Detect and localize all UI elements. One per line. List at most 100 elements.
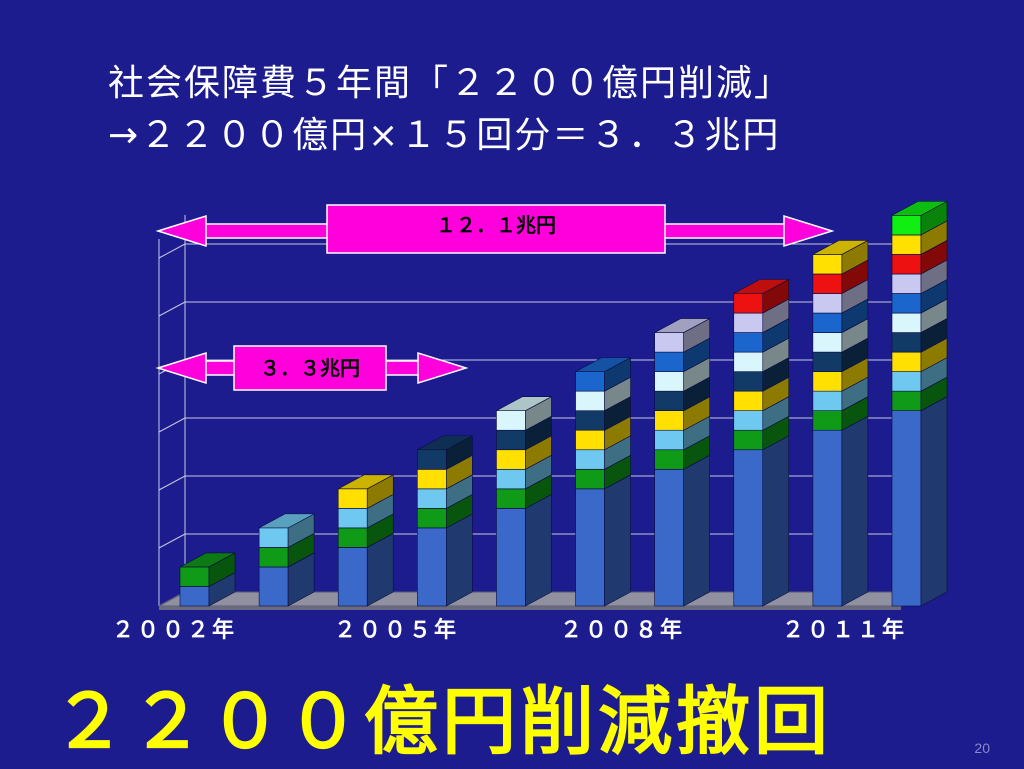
page-number: 20 xyxy=(974,740,990,756)
gridline-side xyxy=(158,475,186,491)
bar-segment-front xyxy=(733,449,764,607)
bar-segment-front xyxy=(654,332,684,353)
bar-segment-top xyxy=(812,240,869,255)
bar-segment-front xyxy=(337,547,368,607)
bar-segment-front xyxy=(575,390,605,411)
x-tick-label: ２０１１年 xyxy=(782,618,908,643)
bar-segment-front xyxy=(654,390,684,411)
bar-segment-front xyxy=(575,371,605,392)
bar-segment-front xyxy=(258,527,289,548)
bar-segment-front xyxy=(812,254,843,275)
bar-segment-front xyxy=(496,429,526,451)
bar-segment-front xyxy=(812,332,843,353)
bar-segment-front xyxy=(496,508,526,607)
gridline-side xyxy=(158,301,186,317)
bar-segment-top xyxy=(179,552,236,568)
gridline-side xyxy=(158,533,186,549)
title-line-2: →２２００億円×１５回分＝３．３兆円 xyxy=(108,115,781,156)
x-tick-label: ２００２年 xyxy=(112,618,238,643)
bar-segment-front xyxy=(891,273,922,294)
bar-segment-front xyxy=(891,254,922,275)
bar-segment-front xyxy=(812,273,843,294)
bar-segment-front xyxy=(733,410,764,431)
bar-segment-front xyxy=(575,429,605,451)
bar-segment-front xyxy=(575,449,605,470)
bar-segment-side xyxy=(920,396,948,607)
bar-segment-front xyxy=(337,508,368,529)
bar-segment-front xyxy=(654,429,684,451)
bar-segment-front xyxy=(654,410,684,431)
bar-segment-front xyxy=(812,293,843,314)
bar-segment-top xyxy=(575,357,631,372)
bar-segment-top xyxy=(733,279,789,294)
bar-segment-front xyxy=(179,566,210,587)
annotation-box xyxy=(326,204,666,254)
bar-segment-front xyxy=(496,410,526,431)
bar-segment-top xyxy=(338,474,394,490)
slide-title: 社会保障費５年間「２２００億円削減」 →２２００億円×１５回分＝３．３兆円 xyxy=(108,58,968,162)
bar-segment-front xyxy=(812,312,843,333)
bar-segment-top xyxy=(496,396,552,411)
bar-segment-front xyxy=(812,351,843,372)
bar-segment-front xyxy=(891,371,922,392)
bar-segment-front xyxy=(417,488,447,509)
bar-segment-front xyxy=(575,468,605,490)
bar-segment-front xyxy=(891,390,922,411)
title-line-1: 社会保障費５年間「２２００億円削減」 xyxy=(108,63,793,104)
gridline-side xyxy=(158,417,186,433)
annotation-label: ３．３兆円 xyxy=(260,356,360,380)
bar-segment-front xyxy=(733,332,764,353)
bar-segment-front xyxy=(812,371,843,392)
annotation-arrowhead-left xyxy=(155,214,207,248)
annotation-label: １２．１兆円 xyxy=(436,213,556,237)
bar-segment-front xyxy=(575,410,605,431)
bar-segment-front xyxy=(258,547,289,568)
annotation-arrowhead-left xyxy=(155,351,207,385)
bar-segment-side xyxy=(446,513,473,607)
bar-segment-front xyxy=(496,488,526,509)
bar-segment-front xyxy=(417,527,447,607)
bar-segment-front xyxy=(733,390,764,411)
bar-segment-front xyxy=(654,351,684,372)
chart-floor-edge xyxy=(159,606,901,610)
bar-segment-front xyxy=(575,488,605,607)
x-tick-label: ２００８年 xyxy=(560,618,686,643)
bar-segment-front xyxy=(891,234,922,255)
bar-segment-front xyxy=(812,390,843,411)
bar-segment-front xyxy=(258,566,289,607)
bar-segment-front xyxy=(733,351,764,372)
bar-segment-front xyxy=(891,312,922,333)
bar-segment-front xyxy=(654,468,684,607)
bar-segment-top xyxy=(891,201,948,216)
bar-segment-front xyxy=(417,449,447,470)
bar-segment-front xyxy=(733,293,764,314)
bar-segment-front xyxy=(496,449,526,470)
annotation-arrowhead-right xyxy=(783,214,835,248)
bar-segment-top xyxy=(417,435,473,451)
x-tick-label: ２００５年 xyxy=(334,618,460,643)
bar-segment-front xyxy=(179,586,210,607)
bar-segment-front xyxy=(337,527,368,548)
annotation-arrowhead-right xyxy=(417,351,469,385)
x-axis-labels: ２００２年 ２００５年 ２００８年 ２０１１年 xyxy=(0,612,1024,643)
bar-segment-front xyxy=(417,508,447,529)
bar-segment-front xyxy=(733,371,764,392)
bar-segment-side xyxy=(762,435,790,607)
bar-segment-side xyxy=(683,454,710,607)
bar-segment-side xyxy=(604,474,631,607)
bar-segment-front xyxy=(733,429,764,451)
bar-segment-front xyxy=(891,351,922,372)
bar-segment-top xyxy=(654,318,710,333)
bar-segment-front xyxy=(891,215,922,236)
bar-segment-front xyxy=(812,410,843,431)
bar-segment-front xyxy=(654,449,684,470)
bar-segment-front xyxy=(337,488,368,509)
bar-segment-side xyxy=(525,493,552,607)
bar-segment-front xyxy=(812,429,843,607)
bar-segment-front xyxy=(891,410,922,607)
callout-text: ２２００億円削減撤回 xyxy=(52,679,832,765)
bar-segment-side xyxy=(841,415,869,607)
gridline-side xyxy=(158,243,186,259)
bar-segment-front xyxy=(654,371,684,392)
